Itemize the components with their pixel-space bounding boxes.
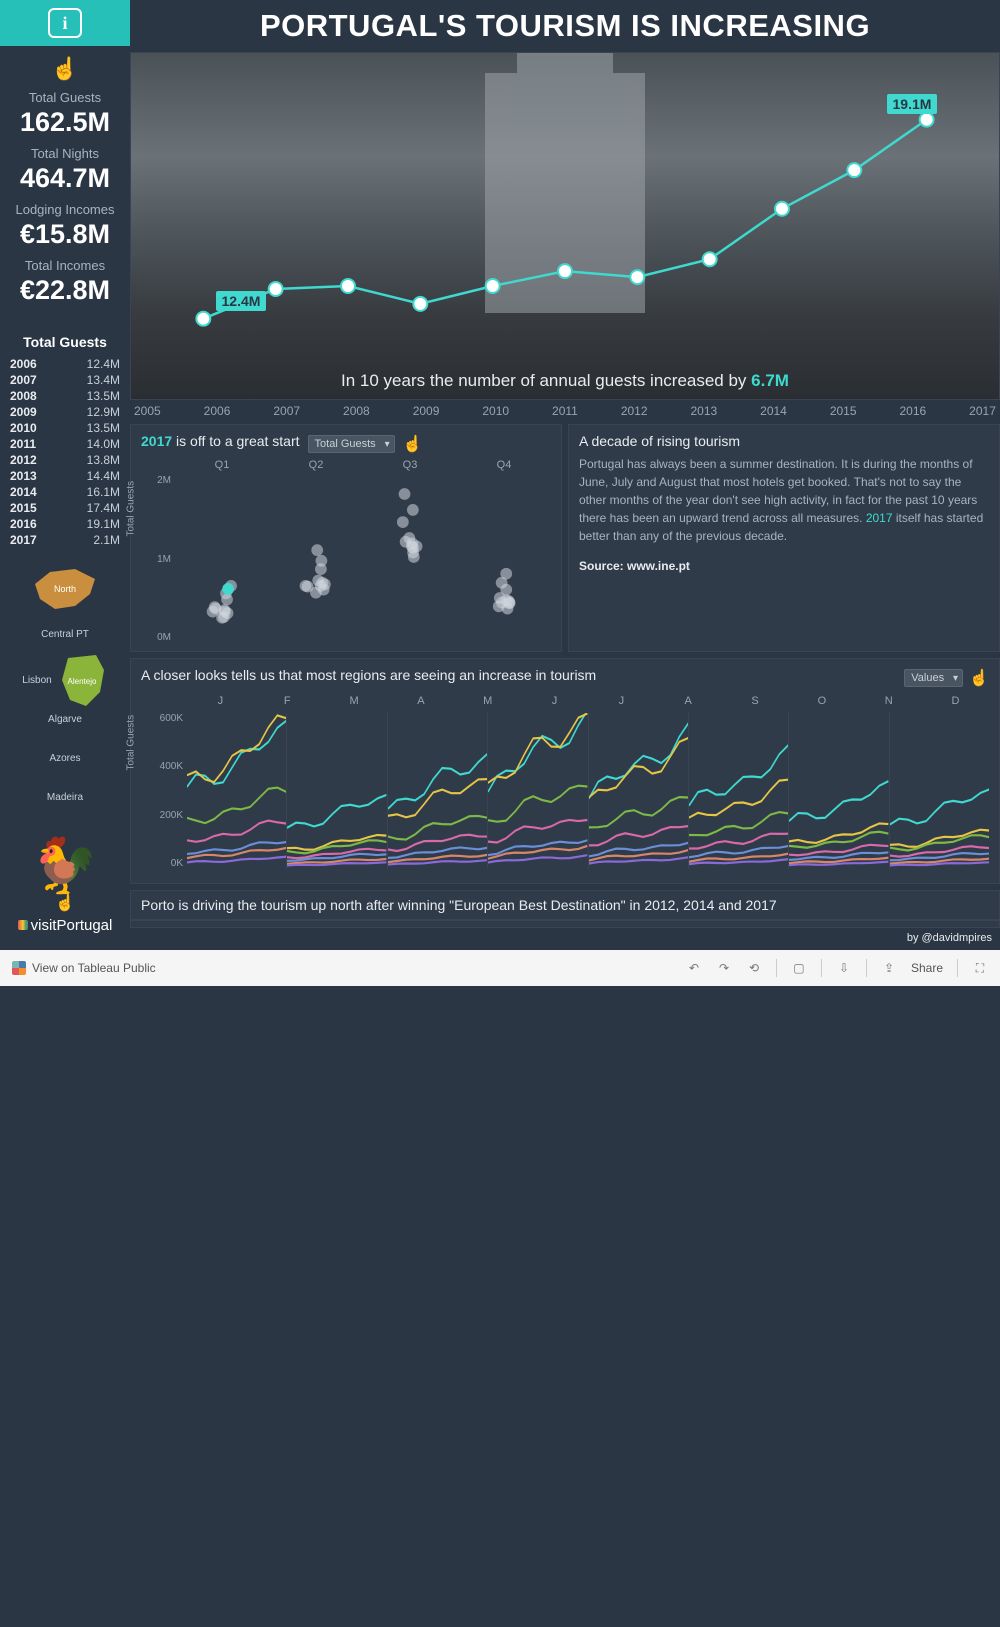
quarter-panel: 2017 is off to a great start Total Guest…	[130, 424, 562, 652]
tap-icon: ☝	[8, 56, 122, 82]
stat-value: 162.5M	[8, 107, 122, 138]
heatmap-xaxis	[130, 921, 1000, 928]
data-label-start: 12.4M	[216, 291, 267, 311]
share-icon[interactable]: ⇪	[881, 960, 897, 976]
guests-row[interactable]: 201013.5M	[10, 420, 120, 436]
region-map[interactable]: North Central PT Lisbon Alentejo Algarve…	[0, 548, 130, 823]
stat-value: 464.7M	[8, 163, 122, 194]
sidebar-stats: ☝ Total Guests 162.5M Total Nights 464.7…	[0, 46, 130, 316]
view-public-link[interactable]: View on Tableau Public	[32, 961, 156, 975]
separator	[821, 959, 822, 977]
stat-label: Total Nights	[8, 146, 122, 161]
region-label: Lisbon	[22, 675, 51, 686]
values-dropdown[interactable]: Values	[904, 669, 963, 687]
page-title: PORTUGAL'S TOURISM IS INCREASING	[130, 0, 1000, 52]
stat-label: Lodging Incomes	[8, 202, 122, 217]
guests-row[interactable]: 200713.4M	[10, 372, 120, 388]
region-shape-north: North	[30, 564, 100, 614]
info-icon: i	[48, 8, 82, 38]
byline: by @davidmpires	[130, 928, 1000, 948]
guests-row[interactable]: 201213.8M	[10, 452, 120, 468]
guests-row[interactable]: 201114.0M	[10, 436, 120, 452]
info-badge[interactable]: i	[0, 0, 130, 46]
source-label: Source: www.ine.pt	[579, 559, 989, 573]
decade-panel-title: A decade of rising tourism	[579, 433, 989, 449]
hero-line-chart	[131, 53, 999, 400]
separator	[866, 959, 867, 977]
quarter-strip-chart[interactable]: Total Guests Q1Q2Q3Q4 2M1M0M	[141, 459, 551, 643]
tableau-logo-icon	[12, 961, 26, 975]
tap-icon: ☝	[969, 668, 989, 688]
y-axis-label: Total Guests	[126, 715, 137, 771]
undo-icon[interactable]: ↶	[686, 960, 702, 976]
hero-chart[interactable]: 12.4M 19.1M In 10 years the number of an…	[130, 52, 1000, 400]
heatmap-title: Porto is driving the tourism up north af…	[130, 890, 1000, 919]
tap-icon: ☝	[55, 895, 75, 912]
decade-panel: A decade of rising tourism Portugal has …	[568, 424, 1000, 652]
guests-row[interactable]: 201416.1M	[10, 484, 120, 500]
tableau-bottombar: View on Tableau Public ↶ ↷ ⟲ ▢ ⇩ ⇪ Share…	[0, 950, 1000, 986]
presentation-icon[interactable]: ▢	[791, 960, 807, 976]
hero-caption: In 10 years the number of annual guests …	[131, 371, 999, 391]
download-icon[interactable]: ⇩	[836, 960, 852, 976]
region-label: Central PT	[6, 629, 124, 640]
decade-panel-body: Portugal has always been a summer destin…	[579, 455, 989, 545]
rooster-icon: 🐓	[8, 839, 122, 893]
regions-panel: A closer looks tells us that most region…	[130, 658, 1000, 884]
tap-icon: ☝	[403, 434, 423, 454]
guests-row[interactable]: 201517.4M	[10, 500, 120, 516]
quarter-plot	[175, 475, 551, 672]
guests-row[interactable]: 200612.4M	[10, 356, 120, 372]
stat-value: €22.8M	[8, 275, 122, 306]
visit-label: visitPortugal	[8, 917, 122, 934]
fullscreen-icon[interactable]: ⛶	[972, 960, 988, 976]
share-button[interactable]: Share	[911, 961, 943, 975]
redo-icon[interactable]: ↷	[716, 960, 732, 976]
separator	[776, 959, 777, 977]
data-label-end: 19.1M	[887, 94, 938, 114]
measure-dropdown[interactable]: Total Guests	[308, 435, 395, 453]
region-shape-alentejo: Alentejo	[56, 650, 108, 710]
main: PORTUGAL'S TOURISM IS INCREASING 12.4M 1…	[130, 0, 1000, 950]
svg-text:Alentejo: Alentejo	[67, 677, 96, 686]
guests-row[interactable]: 200912.9M	[10, 404, 120, 420]
guests-table-title: Total Guests	[0, 334, 130, 350]
guests-row[interactable]: 201314.4M	[10, 468, 120, 484]
stat-label: Total Guests	[8, 90, 122, 105]
region-label: Madeira	[6, 792, 124, 803]
reset-icon[interactable]: ⟲	[746, 960, 762, 976]
guests-row[interactable]: 20172.1M	[10, 532, 120, 548]
footer-logo: 🐓 ☝ visitPortugal	[0, 823, 130, 950]
region-label: Algarve	[6, 714, 124, 725]
y-axis-label: Total Guests	[126, 481, 137, 537]
stat-value: €15.8M	[8, 219, 122, 250]
guests-table: 200612.4M200713.4M200813.5M200912.9M2010…	[0, 356, 130, 548]
guests-row[interactable]: 201619.1M	[10, 516, 120, 532]
hero-xaxis: 2005200620072008200920102011201220132014…	[130, 400, 1000, 424]
stat-label: Total Incomes	[8, 258, 122, 273]
guests-row[interactable]: 200813.5M	[10, 388, 120, 404]
separator	[957, 959, 958, 977]
svg-text:North: North	[54, 584, 76, 594]
small-multiples-chart[interactable]: Total Guests JFMAMJJASOND 600K400K200K0K	[141, 695, 989, 875]
sidebar: i ☝ Total Guests 162.5M Total Nights 464…	[0, 0, 130, 950]
region-label: Azores	[6, 753, 124, 764]
quarter-panel-title: 2017 is off to a great start	[141, 433, 300, 449]
